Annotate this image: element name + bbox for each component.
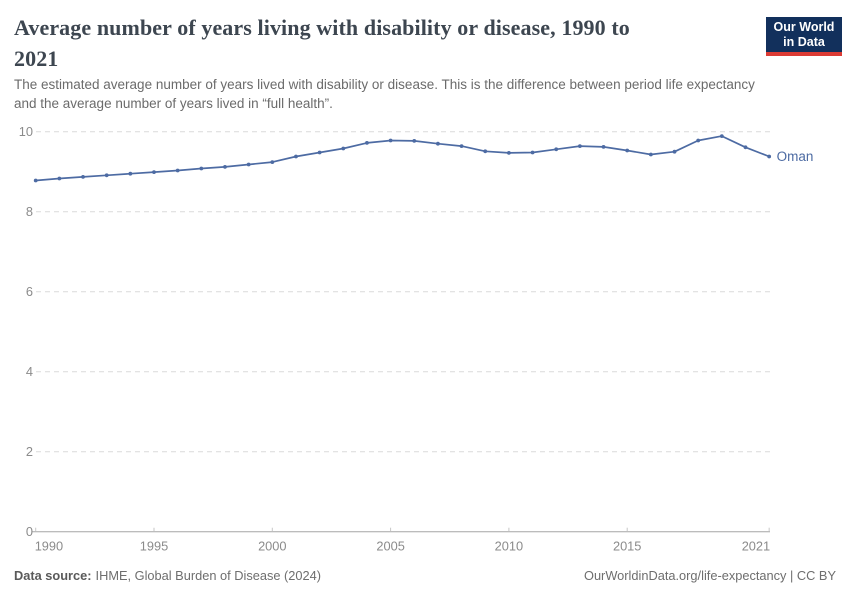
- data-point[interactable]: [294, 154, 298, 159]
- data-point[interactable]: [199, 166, 204, 171]
- data-point[interactable]: [530, 150, 535, 155]
- owid-logo[interactable]: Our World in Data: [766, 17, 842, 56]
- y-tick-label: 10: [19, 124, 33, 139]
- data-point[interactable]: [57, 176, 62, 181]
- x-tick-label: 2000: [258, 539, 286, 554]
- data-point[interactable]: [719, 134, 724, 138]
- data-point[interactable]: [696, 138, 701, 143]
- chart-footer: Data source: IHME, Global Burden of Disea…: [14, 568, 836, 583]
- x-tick-label: 1990: [35, 539, 63, 554]
- x-tick-label: 1995: [140, 539, 168, 554]
- x-tick-label: 2021: [742, 539, 770, 554]
- data-point[interactable]: [648, 152, 653, 157]
- entity-label[interactable]: Oman: [777, 149, 814, 164]
- data-point[interactable]: [554, 147, 559, 152]
- data-source: Data source: IHME, Global Burden of Disea…: [14, 568, 321, 583]
- data-point[interactable]: [436, 141, 440, 146]
- page-title-line-1: Average number of years living with disa…: [14, 15, 630, 40]
- data-point[interactable]: [672, 149, 677, 154]
- data-point[interactable]: [341, 146, 346, 151]
- data-point[interactable]: [152, 170, 156, 174]
- y-tick-label: 6: [26, 284, 33, 299]
- data-point[interactable]: [33, 178, 38, 183]
- data-source-text: IHME, Global Burden of Disease (2024): [95, 568, 322, 583]
- data-point[interactable]: [317, 150, 322, 155]
- data-point[interactable]: [365, 141, 369, 145]
- owid-logo-line-1: Our World: [773, 19, 835, 34]
- page-title-line-2: 2021: [14, 46, 59, 71]
- y-tick-label: 2: [26, 444, 33, 459]
- data-point[interactable]: [388, 138, 393, 143]
- data-point[interactable]: [270, 160, 275, 164]
- y-tick-label: 4: [26, 364, 33, 379]
- credit-link[interactable]: OurWorldinData.org/life-expectancy | CC …: [583, 568, 836, 583]
- data-point[interactable]: [625, 148, 630, 153]
- data-point[interactable]: [175, 168, 180, 173]
- data-point[interactable]: [223, 165, 227, 169]
- data-point[interactable]: [601, 145, 606, 149]
- data-point[interactable]: [767, 154, 772, 159]
- data-point[interactable]: [104, 173, 109, 178]
- line-chart[interactable]: 0 2 4 6 8 10 1990 1995 2000 2005 2010 2015 2021 Oman: [0, 110, 850, 570]
- data-series-line[interactable]: [34, 135, 771, 182]
- owid-logo-line-2: in Data: [783, 34, 825, 49]
- y-tick-label: 0: [26, 524, 33, 539]
- chart-subtitle: The estimated average number of years li…: [14, 77, 755, 111]
- data-point[interactable]: [507, 151, 511, 155]
- y-tick-label: 8: [26, 204, 33, 219]
- data-point[interactable]: [246, 162, 251, 167]
- data-point[interactable]: [743, 145, 748, 150]
- data-point[interactable]: [81, 175, 85, 179]
- x-tick-label: 2015: [613, 539, 641, 554]
- x-tick-label: 2005: [376, 539, 404, 554]
- data-point[interactable]: [128, 171, 133, 176]
- data-point[interactable]: [577, 144, 582, 148]
- data-source-label: Data source:: [14, 568, 92, 583]
- x-tick-label: 2010: [495, 539, 523, 554]
- data-point[interactable]: [483, 149, 488, 154]
- data-point[interactable]: [412, 139, 417, 143]
- page-title: Average number of years living with disa…: [14, 12, 754, 74]
- data-point[interactable]: [459, 144, 464, 148]
